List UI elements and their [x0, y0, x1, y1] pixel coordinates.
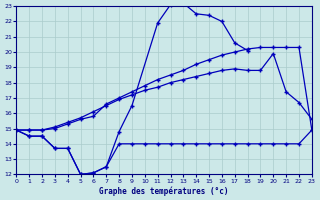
- X-axis label: Graphe des températures (°c): Graphe des températures (°c): [99, 186, 229, 196]
